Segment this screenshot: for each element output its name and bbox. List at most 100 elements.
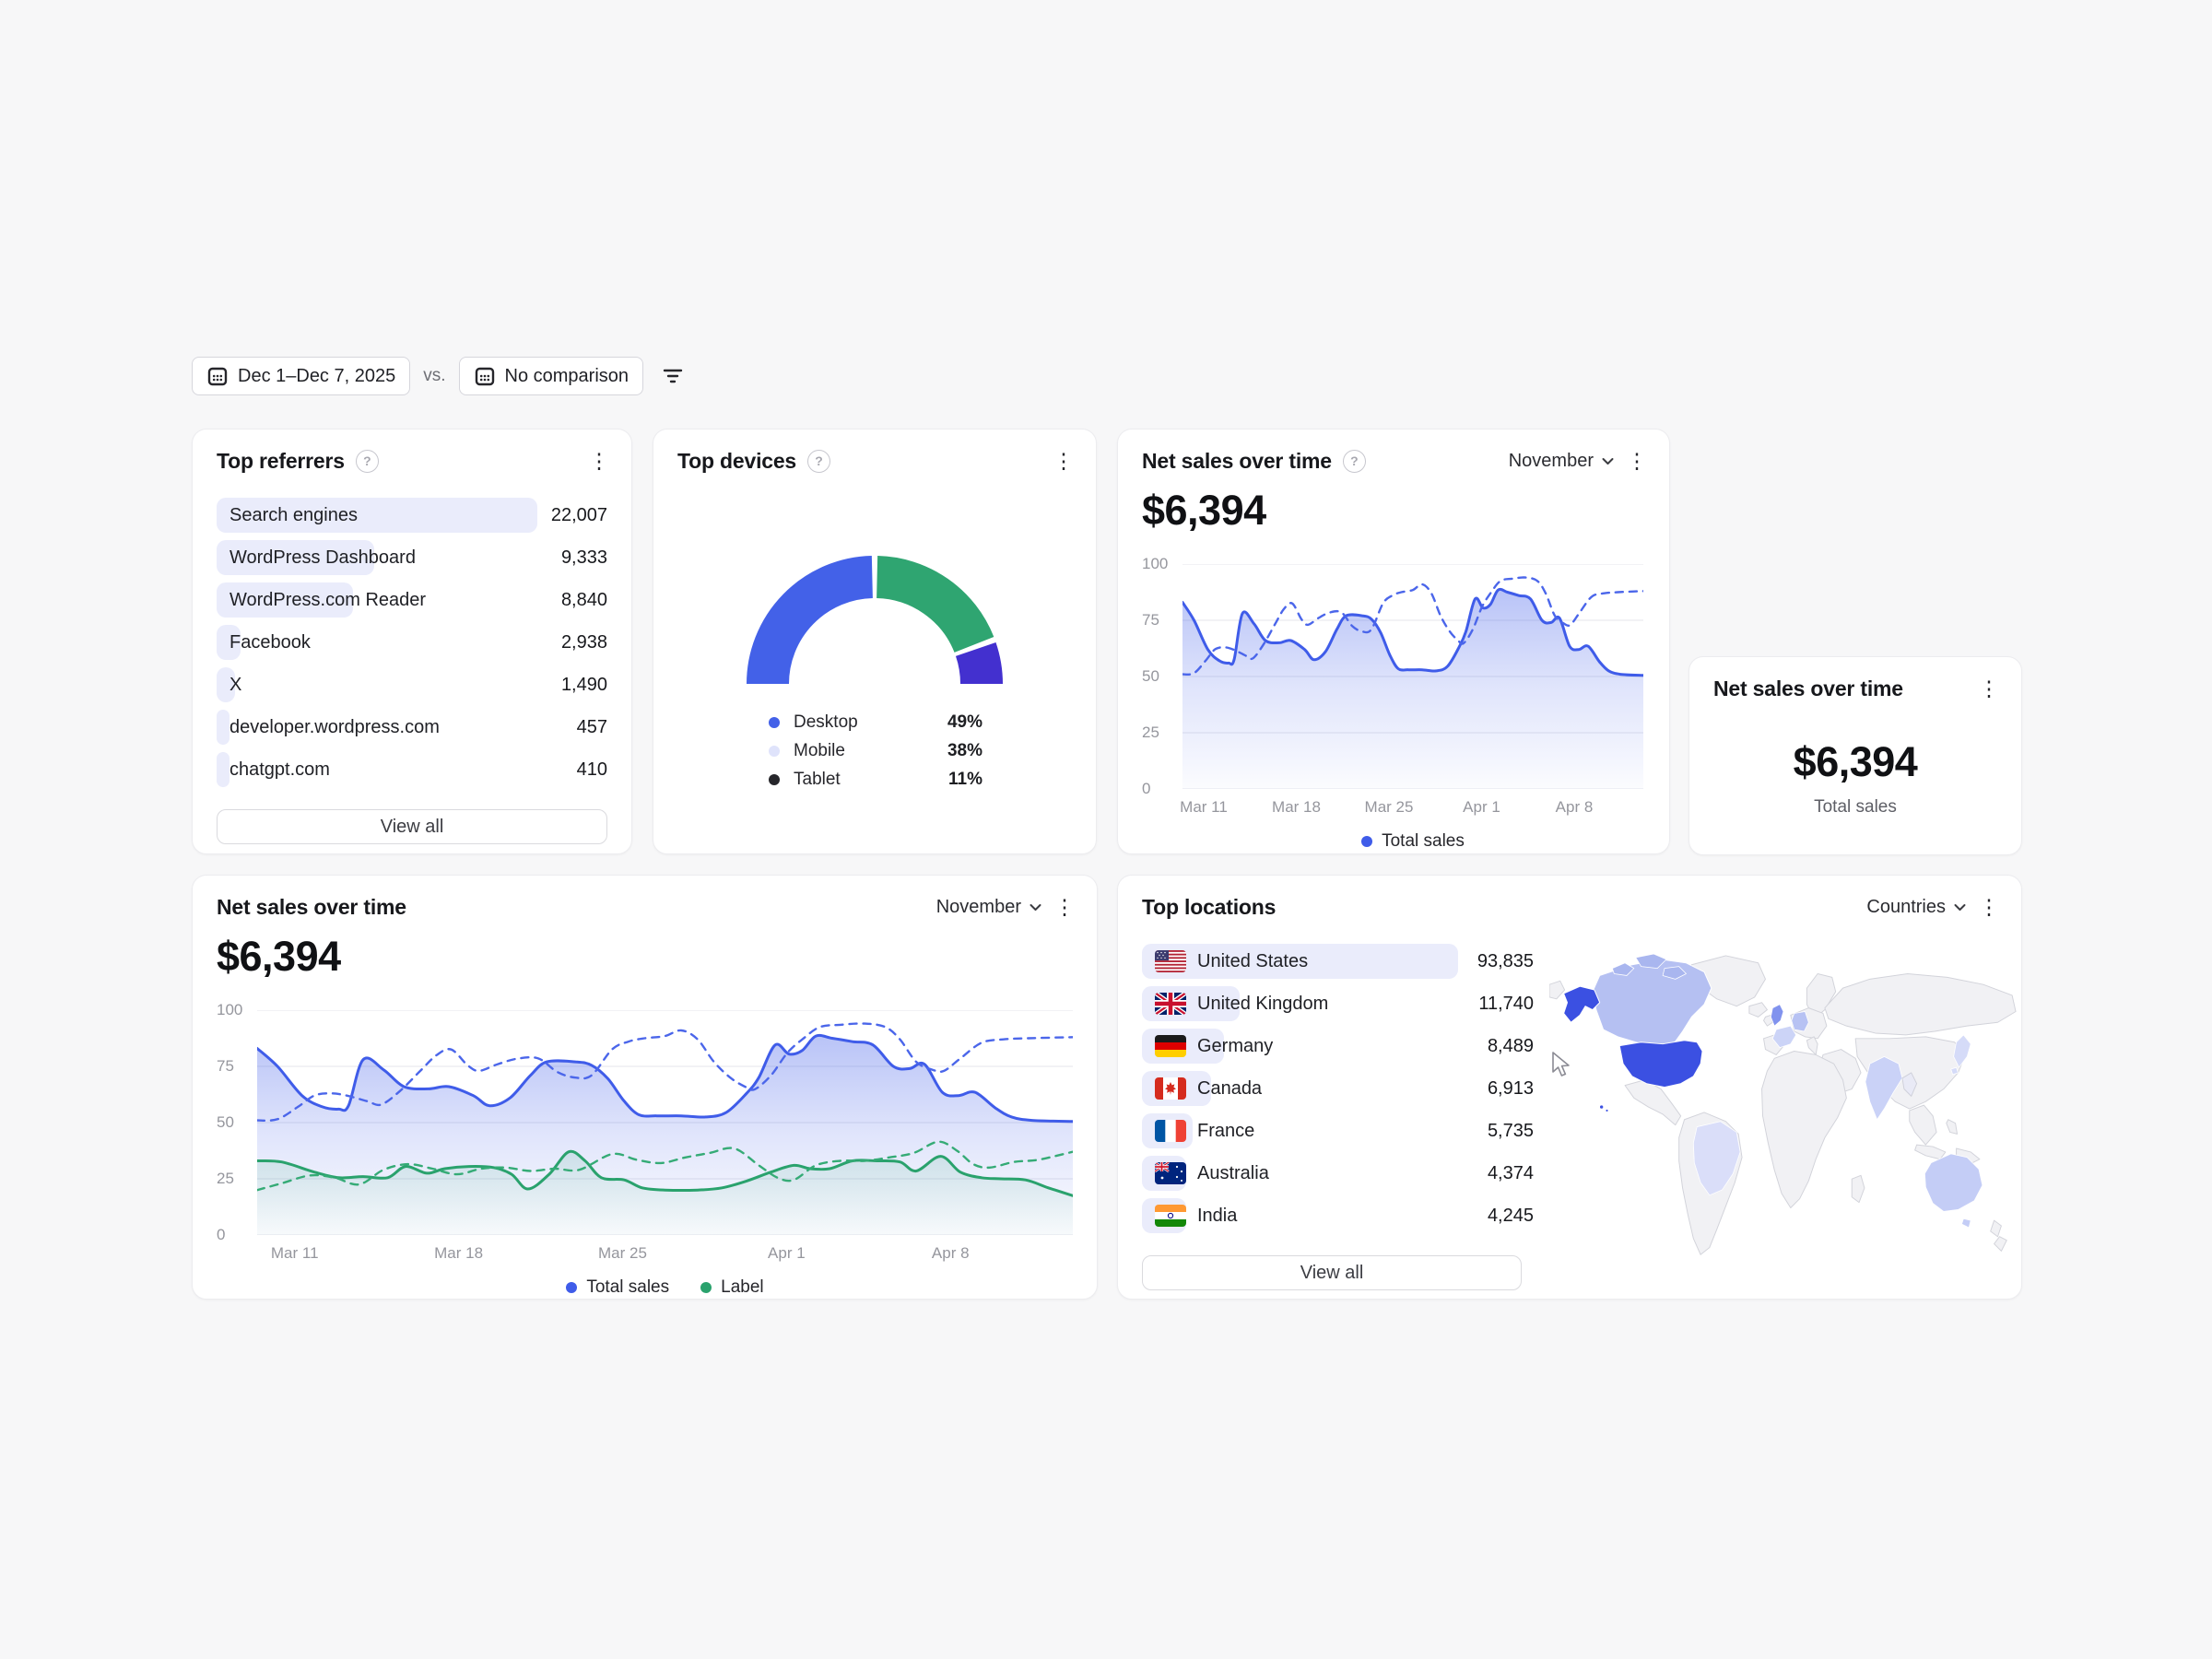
kebab-menu-icon[interactable] bbox=[1625, 448, 1649, 474]
referrer-row[interactable]: Search engines 22,007 bbox=[217, 498, 607, 533]
period-selector[interactable]: November bbox=[1509, 451, 1614, 472]
referrer-row-label: WordPress Dashboard bbox=[229, 547, 416, 568]
card-title: Net sales over time bbox=[217, 894, 406, 919]
y-axis-tick: 50 bbox=[1142, 667, 1159, 685]
top-devices-card: Top devices ? Desktop 49% Mobile 38% Tablet 1… bbox=[653, 429, 1097, 854]
map-iceland bbox=[1748, 1002, 1768, 1018]
device-label: Desktop bbox=[794, 712, 858, 732]
map-mexico bbox=[1624, 1079, 1682, 1126]
period-label: November bbox=[935, 896, 1021, 917]
kebab-menu-icon[interactable] bbox=[1977, 894, 2001, 920]
x-axis-tick: Mar 25 bbox=[1364, 798, 1414, 816]
map-alaska bbox=[1563, 985, 1601, 1023]
gauge-segment-desktop bbox=[747, 556, 874, 685]
map-united-kingdom bbox=[1770, 1004, 1784, 1027]
devices-legend: Desktop 49% Mobile 38% Tablet 11% bbox=[769, 708, 982, 794]
world-map[interactable] bbox=[1549, 947, 2018, 1272]
referrer-row-bar bbox=[217, 582, 353, 618]
map-russia bbox=[1824, 972, 2017, 1036]
y-axis-tick: 25 bbox=[217, 1170, 234, 1187]
filter-button[interactable] bbox=[656, 360, 689, 392]
device-label: Tablet bbox=[794, 769, 841, 789]
location-row[interactable]: France 5,735 bbox=[1142, 1113, 1534, 1148]
x-axis-tick: Mar 18 bbox=[434, 1244, 484, 1262]
kebab-menu-icon[interactable] bbox=[587, 448, 611, 474]
device-legend-item: Tablet 11% bbox=[769, 765, 982, 794]
location-row[interactable]: Germany 8,489 bbox=[1142, 1029, 1534, 1064]
referrer-row-label: chatgpt.com bbox=[229, 759, 330, 780]
location-row[interactable]: Canada 6,913 bbox=[1142, 1071, 1534, 1106]
chevron-down-icon bbox=[1602, 457, 1614, 465]
map-india bbox=[1865, 1055, 1903, 1121]
location-row-label: India bbox=[1142, 1205, 1237, 1227]
help-icon[interactable]: ? bbox=[1342, 449, 1366, 473]
x-axis-tick: Apr 8 bbox=[931, 1244, 970, 1262]
location-row[interactable]: India 4,245 bbox=[1142, 1198, 1534, 1233]
card-title: Top locations bbox=[1142, 894, 1277, 919]
map-se-asia bbox=[1909, 1104, 1937, 1146]
referrer-row[interactable]: chatgpt.com 410 bbox=[217, 752, 607, 787]
location-row-value: 4,374 bbox=[1487, 1162, 1534, 1183]
calendar-icon bbox=[207, 367, 228, 386]
kebab-menu-icon[interactable] bbox=[1977, 676, 2001, 701]
net-sales-chart[interactable]: 100 75 50 25 0 Mar 11 Mar 18 Mar 25 Apr 1 Apr 8 To… bbox=[1142, 555, 1645, 851]
referrer-row[interactable]: X 1,490 bbox=[217, 667, 607, 702]
area-chart-plot bbox=[255, 1009, 1075, 1236]
referrer-row[interactable]: WordPress Dashboard 9,333 bbox=[217, 540, 607, 575]
period-selector[interactable]: November bbox=[936, 897, 1041, 918]
legend-label: Label bbox=[721, 1277, 764, 1297]
net-sales-chart[interactable]: 100 75 50 25 0 Mar 11 Mar 18 Mar 25 Apr 1 Apr 8 To… bbox=[217, 1001, 1075, 1297]
x-axis-tick: Apr 8 bbox=[1555, 798, 1594, 816]
countries-selector[interactable]: Countries bbox=[1866, 897, 1966, 918]
map-japan bbox=[1953, 1034, 1971, 1068]
map-indonesia bbox=[1914, 1144, 1947, 1160]
help-icon[interactable]: ? bbox=[355, 449, 379, 473]
map-united-states bbox=[1618, 1040, 1703, 1088]
period-label: November bbox=[1508, 450, 1594, 471]
location-row-label: United States bbox=[1142, 950, 1308, 972]
referrer-row[interactable]: developer.wordpress.com 457 bbox=[217, 710, 607, 745]
referrer-row[interactable]: Facebook 2,938 bbox=[217, 625, 607, 660]
location-row-value: 8,489 bbox=[1487, 1035, 1534, 1056]
referrer-row[interactable]: WordPress.com Reader 8,840 bbox=[217, 582, 607, 618]
flag-us-icon bbox=[1155, 950, 1186, 972]
total-sales-value: $6,394 bbox=[217, 933, 341, 980]
legend-label: Total sales bbox=[586, 1277, 670, 1297]
card-title: Net sales over time bbox=[1142, 448, 1332, 473]
legend-dot-icon bbox=[700, 1282, 712, 1293]
kebab-menu-icon[interactable] bbox=[1053, 894, 1077, 920]
location-row[interactable]: Australia 4,374 bbox=[1142, 1156, 1534, 1191]
view-all-button[interactable]: View all bbox=[1142, 1255, 1522, 1290]
y-axis-tick: 50 bbox=[217, 1113, 234, 1131]
referrer-row-value: 9,333 bbox=[560, 547, 607, 568]
gauge-segment-tablet bbox=[955, 641, 1003, 685]
comparison-button[interactable]: No comparison bbox=[458, 357, 644, 395]
chart-legend: Total sales bbox=[1182, 831, 1643, 852]
referrer-row-label: Search engines bbox=[229, 504, 358, 525]
map-hawaii bbox=[1599, 1104, 1605, 1110]
legend-item: Total sales bbox=[566, 1277, 669, 1298]
kebab-menu-icon[interactable] bbox=[1052, 448, 1076, 474]
device-label: Mobile bbox=[794, 740, 845, 760]
filter-bar: Dec 1–Dec 7, 2025 vs. No comparison bbox=[192, 356, 689, 396]
series-line-total-sales bbox=[1181, 587, 1645, 677]
map-russia-east-fragment bbox=[1549, 980, 1566, 1000]
referrer-row-bar bbox=[217, 498, 537, 533]
total-sales-value: $6,394 bbox=[1142, 487, 1266, 534]
series-line-total-sales-comparison bbox=[255, 1022, 1075, 1123]
map-brazil bbox=[1692, 1121, 1741, 1196]
location-row-label: France bbox=[1142, 1120, 1254, 1142]
y-axis-tick: 25 bbox=[1142, 724, 1159, 741]
date-range-button[interactable]: Dec 1–Dec 7, 2025 bbox=[192, 357, 411, 395]
referrer-list: Search engines 22,007 WordPress Dashboard 9… bbox=[217, 498, 607, 794]
net-sales-summary-card: Net sales over time $6,394 Total sales bbox=[1688, 656, 2022, 855]
legend-dot-icon bbox=[769, 745, 780, 757]
map-new-zealand bbox=[1990, 1219, 2002, 1238]
top-referrers-card: Top referrers ? Search engines 22,007 Word… bbox=[192, 429, 632, 854]
location-row[interactable]: United Kingdom 11,740 bbox=[1142, 986, 1534, 1021]
view-all-button[interactable]: View all bbox=[217, 809, 607, 844]
location-row-label: Australia bbox=[1142, 1162, 1269, 1184]
location-row[interactable]: United States 93,835 bbox=[1142, 944, 1534, 979]
help-icon[interactable]: ? bbox=[807, 449, 831, 473]
y-axis-tick: 75 bbox=[1142, 611, 1159, 629]
